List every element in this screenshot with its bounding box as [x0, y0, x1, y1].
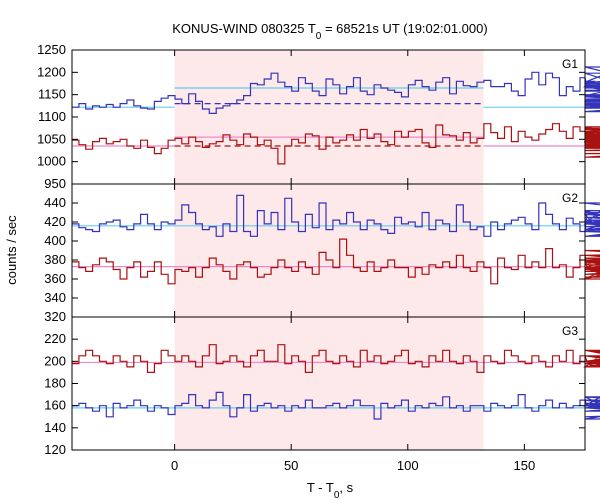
y-tick-label: 440 — [44, 195, 66, 210]
y-tick-label: 400 — [44, 233, 66, 248]
y-axis-title: counts / sec — [4, 215, 19, 285]
y-tick-label: 380 — [44, 252, 66, 267]
y-tick-label: 1200 — [37, 64, 66, 79]
y-tick-label: 180 — [44, 376, 66, 391]
plot-area: 950100010501100115012001250G132034036038… — [37, 42, 600, 473]
y-tick-label: 200 — [44, 353, 66, 368]
y-tick-label: 340 — [44, 290, 66, 305]
y-tick-label: 420 — [44, 214, 66, 229]
x-axis-title-subscript: 0 — [334, 490, 340, 500]
y-tick-label: 120 — [44, 442, 66, 457]
x-axis-title: T - T0, s — [307, 480, 354, 500]
y-tick-label: 220 — [44, 331, 66, 346]
y-tick-label: 360 — [44, 271, 66, 286]
chart-title-suffix: = 68521s UT (19:02:01.000) — [321, 21, 487, 36]
chart-title-subscript: 0 — [316, 31, 322, 42]
y-tick-label: 950 — [44, 176, 66, 191]
panel-label: G1 — [562, 57, 578, 71]
light-curve-series — [72, 238, 600, 285]
panel-g1: 950 1000 1050 1100 1150 1200 1250 G1 — [37, 42, 600, 191]
y-tick-label: 320 — [44, 309, 66, 324]
panel-g3: 120 140 160 180 200 220 G3 — [44, 316, 600, 457]
source-interval-shading — [174, 50, 484, 184]
source-interval-shading — [174, 184, 484, 317]
x-tick-label: 50 — [284, 458, 298, 473]
x-tick-label: 100 — [397, 458, 419, 473]
x-tick-label: 150 — [514, 458, 536, 473]
chart-title: KONUS-WIND 080325 T0 = 68521s UT (19:02:… — [172, 21, 487, 42]
panel-g2: 320 340 360 380 400 420 440 G2 — [44, 183, 600, 324]
y-tick-label: 1150 — [38, 87, 66, 102]
panel-label: G2 — [562, 191, 578, 205]
light-curve-series — [72, 344, 600, 373]
x-axis-title-suffix: , s — [339, 480, 353, 495]
y-tick-label: 160 — [44, 398, 66, 413]
light-curve-series — [72, 66, 600, 114]
y-tick-label: 1100 — [38, 109, 66, 124]
y-tick-label: 140 — [44, 420, 66, 435]
y-tick-label: 1000 — [37, 154, 66, 169]
x-tick-label: 0 — [171, 458, 178, 473]
y-tick-label: 1050 — [37, 131, 66, 146]
light-curve-series — [72, 123, 600, 165]
source-interval-shading — [174, 317, 484, 450]
panel-label: G3 — [562, 324, 578, 338]
x-axis-title-prefix: T - T — [307, 480, 334, 495]
light-curve-series — [72, 194, 600, 237]
y-tick-label: 1250 — [37, 42, 66, 57]
chart-title-prefix: KONUS-WIND 080325 T — [172, 21, 316, 36]
